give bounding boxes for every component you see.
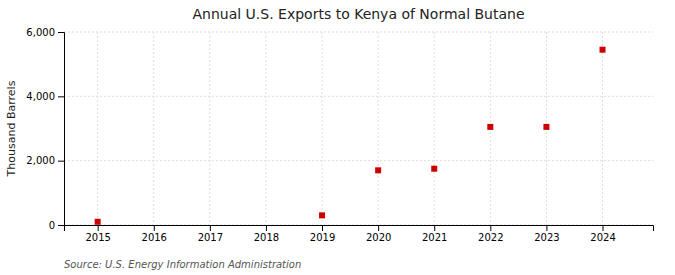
tick-label: 2020 [366,232,391,243]
tick-mark [266,225,267,231]
tick-label: 4,000 [26,91,55,102]
chart-svg: 2015 2016 2017 2018 2019 2020 2021 2022 2023 2024… [0,0,675,275]
tick-mark [603,225,604,231]
point [600,47,606,53]
x-axis: 2015 2016 2017 2018 2019 2020 2021 2022 2023 2024 [65,225,654,243]
tick-mark [546,225,547,231]
tick: 4,000 [26,91,64,102]
tick-mark [58,225,64,226]
y-axis-title: Thousand Barrels [5,80,18,177]
plot-area: 2015 2016 2017 2018 2019 2020 2021 2022 2023 2024… [26,27,653,243]
point [431,166,437,172]
grid [64,32,653,225]
grid-line-x [153,32,154,225]
tick-mark [210,225,211,231]
y-axis: 0 2,000 4,000 6,000 [26,27,64,231]
axis-line [58,33,65,226]
point [319,212,325,218]
tick-mark [434,225,435,231]
grid-line-x [602,32,603,225]
grid-line-x [322,32,323,225]
tick-label: 0 [49,220,55,231]
tick-mark [98,225,99,231]
chart-container: 2015 2016 2017 2018 2019 2020 2021 2022 2023 2024… [0,0,675,275]
marks [95,47,606,225]
tick: 2022 [478,225,503,243]
tick: 2,000 [26,155,64,166]
grid-line-x [265,32,266,225]
point [375,167,381,173]
tick-label: 2023 [534,232,559,243]
grid-line-x [378,32,379,225]
axis-line [65,226,654,232]
tick-label: 2022 [478,232,503,243]
tick: 2020 [366,225,391,243]
tick-label: 2017 [198,232,223,243]
title: Annual U.S. Exports to Kenya of Normal B… [192,6,524,22]
tick: 2019 [310,225,335,243]
tick-label: 2,000 [26,155,55,166]
tick-label: 2015 [85,232,110,243]
tick: 2015 [85,225,110,243]
grid-line-x [97,32,98,225]
point [543,124,549,130]
tick: 2018 [254,225,279,243]
tick-mark [322,225,323,231]
tick: 2021 [422,225,447,243]
tick-label: 2019 [310,232,335,243]
source: Source: U.S. Energy Information Administ… [64,259,301,270]
tick-mark [58,161,64,162]
tick-label: 6,000 [26,27,55,38]
tick-label: 2016 [142,232,167,243]
tick-mark [58,32,64,33]
tick-mark [58,96,64,97]
tick-mark [490,225,491,231]
point [487,124,493,130]
tick: 2024 [590,225,615,243]
tick: 2023 [534,225,559,243]
grid-line-y [64,96,653,97]
tick: 2017 [198,225,223,243]
tick: 6,000 [26,27,64,38]
point [95,219,101,225]
grid-line-x [209,32,210,225]
tick: 0 [49,220,64,231]
grid-line-x [434,32,435,225]
tick-label: 2021 [422,232,447,243]
tick-label: 2018 [254,232,279,243]
tick-label: 2024 [590,232,615,243]
tick: 2016 [142,225,167,243]
grid-line-y [64,160,653,161]
grid-line-y [64,32,653,33]
tick-mark [378,225,379,231]
tick-mark [154,225,155,231]
